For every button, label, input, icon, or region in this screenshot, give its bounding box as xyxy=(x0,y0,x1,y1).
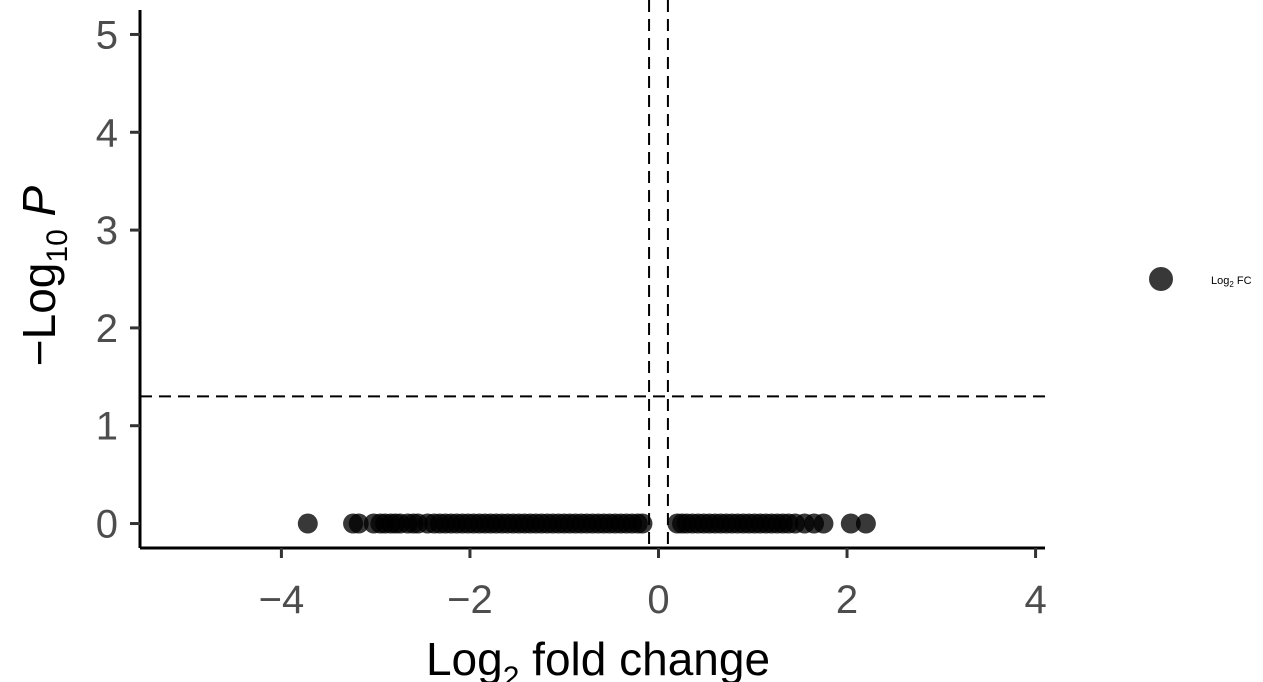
data-point xyxy=(855,513,876,534)
data-point xyxy=(632,513,653,534)
y-tick-label: 5 xyxy=(96,13,118,57)
x-tick-label: 0 xyxy=(647,578,669,622)
x-axis-title: Log2 fold change xyxy=(426,633,770,682)
axes xyxy=(138,10,1045,550)
data-point xyxy=(348,513,369,534)
x-tick-label: 2 xyxy=(836,578,858,622)
y-tick-label: 4 xyxy=(96,111,118,155)
y-tick-label: 1 xyxy=(96,405,118,449)
data-point xyxy=(840,513,861,534)
legend-label: Log2 FC xyxy=(1211,275,1252,289)
legend-key-marker xyxy=(1149,267,1173,291)
y-tick-label: 0 xyxy=(96,503,118,547)
data-points xyxy=(297,513,876,534)
data-point xyxy=(813,513,834,534)
x-tick-label: −4 xyxy=(259,578,305,622)
data-point xyxy=(297,513,318,534)
cutoff-lines xyxy=(140,0,1045,548)
tick-labels: −4 −2 0 2 4 0 1 2 3 4 5 xyxy=(96,13,1047,622)
x-tick-label: 4 xyxy=(1024,578,1046,622)
y-tick-label: 3 xyxy=(96,209,118,253)
y-axis-title: −Log10 P xyxy=(13,185,74,366)
legend: Log2 FC xyxy=(1149,267,1252,291)
y-tick-label: 2 xyxy=(96,307,118,351)
x-tick-label: −2 xyxy=(447,578,493,622)
